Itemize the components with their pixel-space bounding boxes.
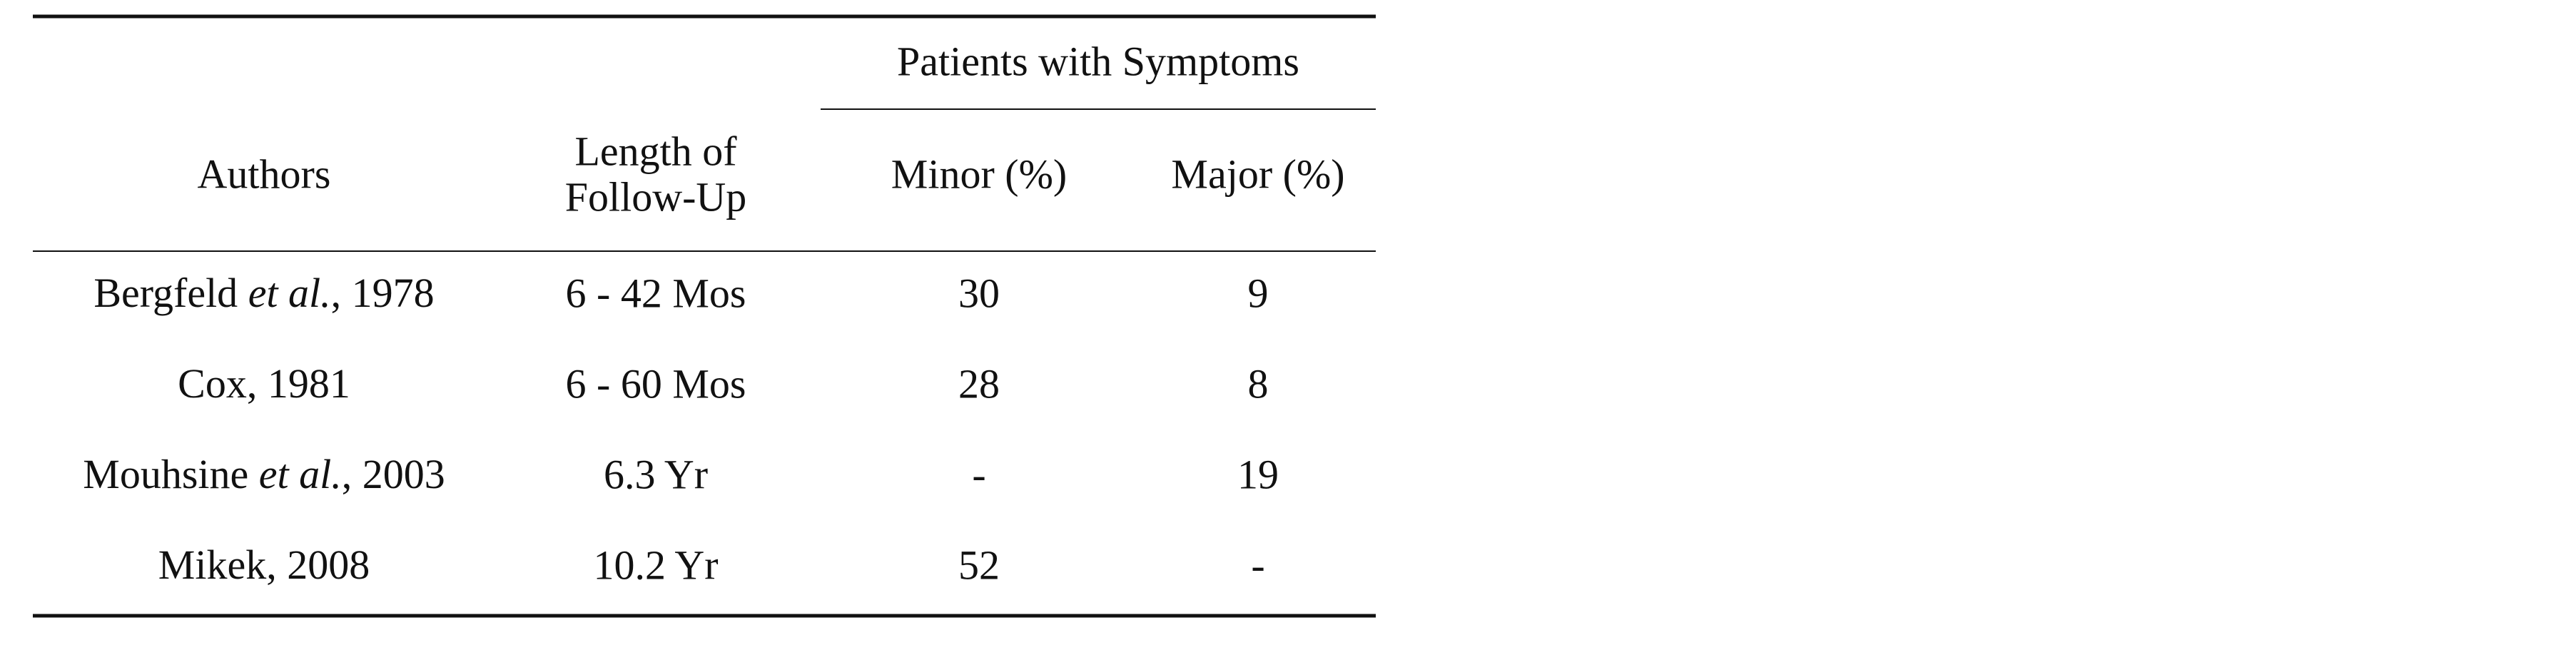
column-header: Follow-Up	[565, 173, 747, 220]
group-header: Patients with Symptoms	[897, 38, 1299, 84]
table-cell: 19	[1237, 451, 1279, 497]
author-cell: Mouhsine et al., 2003	[83, 451, 445, 497]
table-cell: -	[1251, 542, 1264, 588]
author-cell: Mikek, 2008	[158, 542, 370, 588]
column-header: Length of	[574, 128, 737, 174]
column-header: Authors	[198, 151, 331, 197]
table-cell: -	[972, 451, 985, 497]
table-cell: 28	[958, 360, 1000, 407]
column-header: Minor (%)	[891, 151, 1067, 197]
author-part: Mikek, 2008	[158, 542, 370, 588]
author-cell: Cox, 1981	[178, 360, 350, 407]
table-cell: 10.2 Yr	[593, 542, 718, 588]
table-cell: 52	[958, 542, 1000, 588]
author-cell: Bergfeld et al., 1978	[93, 270, 434, 316]
table-cell: 30	[958, 270, 1000, 316]
author-part: Bergfeld	[93, 270, 248, 316]
table-cell: 6.3 Yr	[604, 451, 708, 497]
author-part: Mouhsine	[83, 451, 259, 497]
table-cell: 9	[1248, 270, 1269, 316]
column-header: Major (%)	[1171, 151, 1344, 197]
author-part: et al.	[248, 270, 331, 316]
author-part: et al.	[259, 451, 342, 497]
table-cell: 6 - 60 Mos	[566, 360, 746, 407]
author-part: , 2003	[342, 451, 445, 497]
table-cell: 6 - 42 Mos	[566, 270, 746, 316]
author-part: , 1978	[331, 270, 435, 316]
table-cell: 8	[1248, 360, 1269, 407]
author-part: Cox, 1981	[178, 360, 350, 407]
